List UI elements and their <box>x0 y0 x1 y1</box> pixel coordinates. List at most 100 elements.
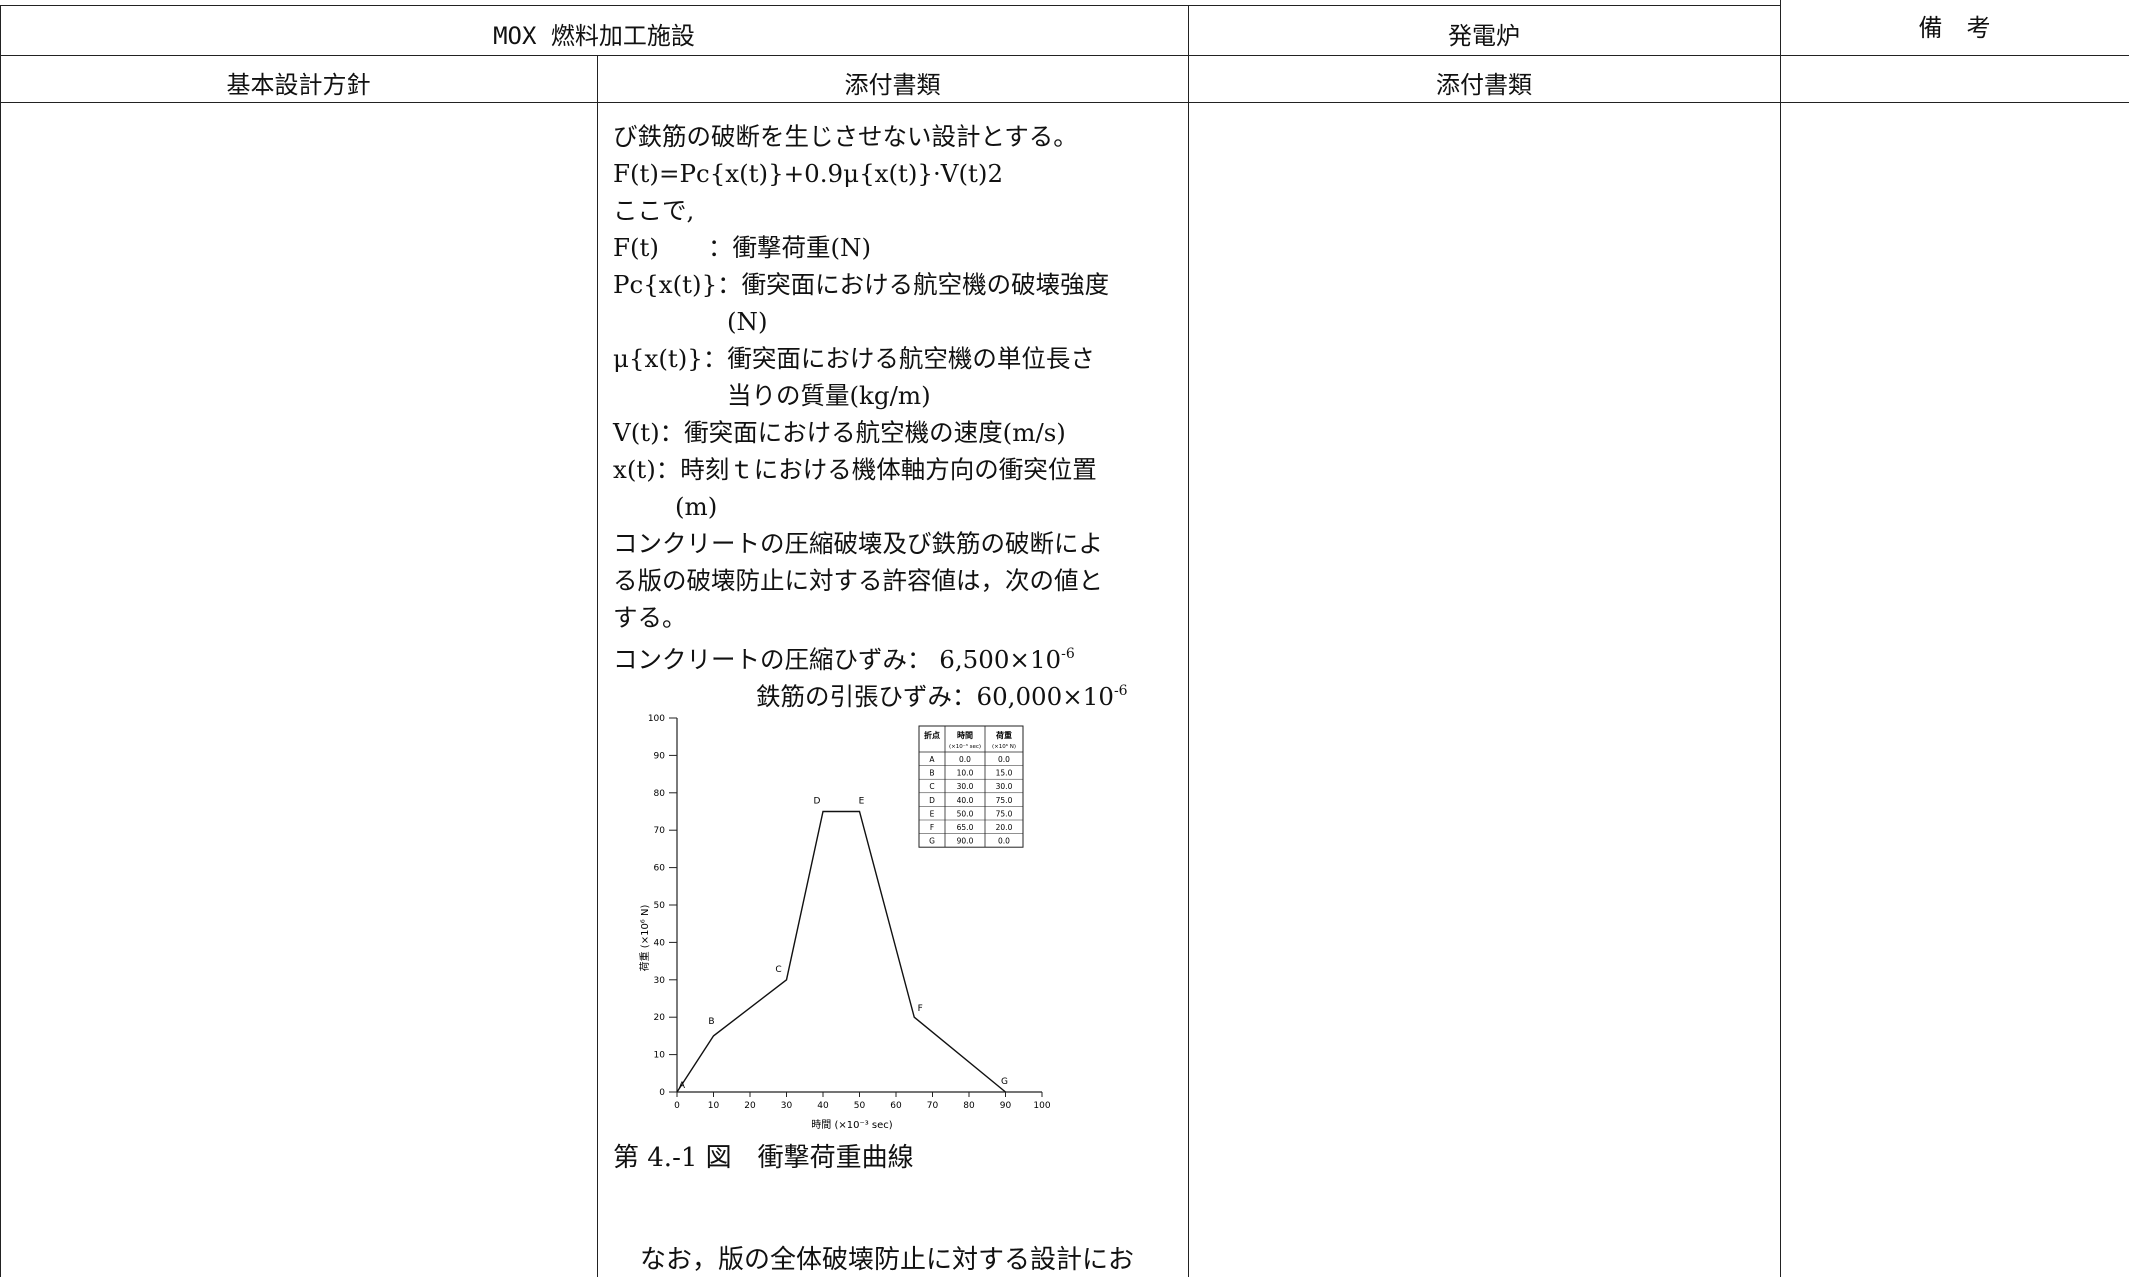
header-basic-policy: 基本設計方針 <box>226 71 371 99</box>
table-cell: 20.0 <box>996 823 1013 832</box>
col-divider-1 <box>597 55 598 1277</box>
x-tick-label: 70 <box>927 1101 939 1111</box>
definition-continuation: 当りの質量(kg/m) <box>727 381 931 410</box>
allowable-value-line: 鉄筋の引張ひずみ：60,000×10-6 <box>613 673 1183 711</box>
text-line: する。 <box>613 603 687 632</box>
text-line: コンクリートの圧縮破壊及び鉄筋の破断によ <box>613 529 1103 558</box>
x-axis-label: 時間 (×10⁻³ sec) <box>811 1119 893 1131</box>
text-line: ここで, <box>613 196 695 225</box>
col-divider-3 <box>1780 0 1781 1277</box>
x-tick-label: 10 <box>708 1101 720 1111</box>
subheader-row-divider <box>0 102 2129 103</box>
point-label: A <box>679 1081 686 1091</box>
point-label: G <box>1001 1077 1008 1087</box>
table-cell: 50.0 <box>957 809 974 818</box>
x-tick-label: 80 <box>963 1101 975 1111</box>
impact-load-chart: 0 10 20 30 40 50 60 70 80 90 100 0 10 20 30 40 50 60 70 80 9… <box>638 714 1051 1131</box>
table-cell: 65.0 <box>957 823 974 832</box>
header-facility: MOX 燃料加工施設 <box>493 22 695 50</box>
y-axis-label: 荷重 (×10⁶ N) <box>638 905 651 972</box>
table-cell: 40.0 <box>957 796 974 805</box>
definition-line: F(t) ：衝撃荷重(N) <box>613 233 872 262</box>
table-top-border <box>0 5 1781 6</box>
allowable-value-line: コンクリートの圧縮ひずみ： 6,500×10-6 <box>613 636 1183 674</box>
x-tick-label: 50 <box>854 1101 866 1111</box>
table-cell: 75.0 <box>996 809 1013 818</box>
definition-line: Pc{x(t)}：衝突面における航空機の破壊強度 <box>613 270 1110 299</box>
table-cell: G <box>929 837 935 846</box>
table-subheader: (×10⁶ N) <box>992 743 1016 750</box>
rebar-strain-label: 鉄筋の引張ひずみ：60,000×10 <box>756 682 1114 711</box>
point-label: B <box>708 1017 714 1027</box>
left-border <box>0 5 1 1277</box>
point-label: C <box>775 965 781 975</box>
y-tick-label: 80 <box>654 789 666 799</box>
header-power-reactor: 発電炉 <box>1448 22 1520 50</box>
definition-line: μ{x(t)}：衝突面における航空機の単位長さ <box>613 344 1095 373</box>
table-cell: 0.0 <box>959 755 971 764</box>
table-header: 折点 <box>924 730 940 740</box>
table-cell: A <box>929 755 935 764</box>
header-row-divider <box>0 55 2129 56</box>
exponent: -6 <box>1113 683 1128 699</box>
x-tick-label: 90 <box>1000 1101 1012 1111</box>
table-header: 時間 <box>957 730 973 740</box>
table-cell: 75.0 <box>996 796 1013 805</box>
y-tick-label: 60 <box>654 864 666 874</box>
point-label: E <box>859 797 865 807</box>
table-subheader: (×10⁻³ sec) <box>949 743 981 750</box>
body-text: び鉄筋の破断を生じさせない設計とする。 F(t)=Pc{x(t)}+0.9μ{x… <box>613 118 1183 711</box>
y-tick-label: 0 <box>659 1088 665 1098</box>
y-tick-label: 40 <box>654 938 666 948</box>
definition-continuation: (N) <box>727 307 768 336</box>
concrete-strain-label: コンクリートの圧縮ひずみ： 6,500×10 <box>613 645 1062 674</box>
y-tick-label: 50 <box>654 901 666 911</box>
formula-line: F(t)=Pc{x(t)}+0.9μ{x(t)}·V(t)2 <box>613 159 1004 188</box>
x-tick-label: 20 <box>744 1101 756 1111</box>
y-tick-label: 30 <box>654 976 666 986</box>
load-curve-line <box>676 810 1006 1093</box>
point-label: F <box>918 1004 923 1014</box>
figure-caption: 第 4.-1 図 衝撃荷重曲線 <box>613 1143 914 1173</box>
text-line: る版の破壊防止に対する許容値は，次の値と <box>613 566 1103 595</box>
x-tick-label: 40 <box>817 1101 829 1111</box>
continuation-text: なお，版の全体破壊防止に対する設計にお <box>640 1245 1135 1275</box>
header-attached-docs-2: 添付書類 <box>1436 71 1532 99</box>
table-cell: B <box>929 769 934 778</box>
table-cell: 30.0 <box>957 782 974 791</box>
definition-line: x(t)：時刻ｔにおける機体軸方向の衝突位置 <box>613 455 1097 484</box>
y-tick-label: 10 <box>654 1051 666 1061</box>
y-tick-label: 20 <box>654 1013 666 1023</box>
chart-ticks: 0 10 20 30 40 50 60 70 80 90 100 0 10 20 30 40 50 60 70 80 9… <box>648 714 1051 1111</box>
text-line: び鉄筋の破断を生じさせない設計とする。 <box>613 122 1078 151</box>
x-tick-label: 60 <box>890 1101 902 1111</box>
x-tick-label: 30 <box>781 1101 793 1111</box>
table-cell: 0.0 <box>998 755 1010 764</box>
table-cell: E <box>930 809 935 818</box>
header-attached-docs-1: 添付書類 <box>844 71 941 99</box>
table-frame <box>918 725 1024 848</box>
y-tick-label: 100 <box>648 714 665 724</box>
table-cell: 10.0 <box>957 769 974 778</box>
table-cell: 30.0 <box>996 782 1013 791</box>
col-divider-2 <box>1188 5 1189 1277</box>
y-tick-label: 90 <box>654 751 666 761</box>
y-tick-label: 70 <box>654 826 666 836</box>
table-header: 荷重 <box>995 730 1012 740</box>
table-cell: 0.0 <box>998 837 1010 846</box>
table-cell: F <box>930 823 934 832</box>
exponent: -6 <box>1061 646 1075 662</box>
table-cell: 90.0 <box>957 837 974 846</box>
header-remarks: 備 考 <box>1918 14 1991 42</box>
table-cell: 15.0 <box>996 769 1013 778</box>
definition-line: V(t)：衝突面における航空機の速度(m/s) <box>613 418 1066 447</box>
definition-continuation: (m) <box>675 492 718 521</box>
x-tick-label: 100 <box>1033 1101 1050 1111</box>
table-cell: C <box>929 782 934 791</box>
x-tick-label: 0 <box>674 1101 680 1111</box>
chart-data-table: 折点 時間 荷重 (×10⁻³ sec) (×10⁶ N) A 0.0 0.0 B 10.0 15.… <box>918 725 1024 848</box>
point-label: D <box>814 797 821 807</box>
chart-series <box>676 810 1006 1093</box>
